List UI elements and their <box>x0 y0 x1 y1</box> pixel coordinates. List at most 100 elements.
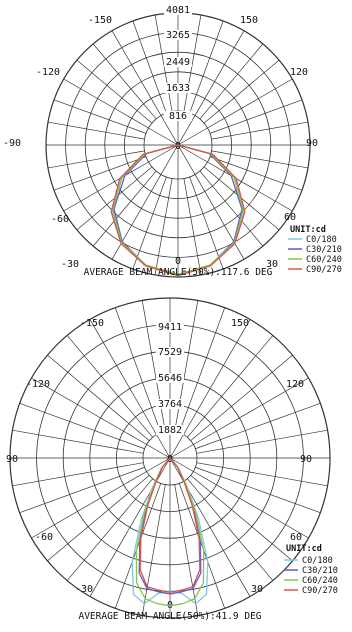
radial-tick-label: 3764 <box>158 399 182 410</box>
grid-spoke <box>154 178 173 276</box>
angle-tick-label: -120 <box>36 67 60 78</box>
grid-spoke <box>63 161 149 212</box>
grid-spoke <box>111 174 162 260</box>
series-curve <box>139 457 201 593</box>
grid-spoke-inner <box>169 434 184 459</box>
angle-tick-label: 60 <box>290 532 302 543</box>
grid-spoke-inner <box>160 115 179 146</box>
grid-spoke <box>193 377 309 445</box>
center-zero-label: 0 <box>167 454 173 465</box>
angle-tick-label: 120 <box>286 379 304 390</box>
legend-label: C90/270 <box>306 265 342 275</box>
grid-spoke <box>63 78 149 129</box>
grid-spoke <box>209 156 303 191</box>
legend-label: C0/180 <box>302 556 333 566</box>
grid-spoke-inner <box>177 115 196 146</box>
grid-spoke <box>12 429 144 454</box>
grid-spoke <box>111 30 162 116</box>
grid-spoke <box>194 30 245 116</box>
radial-tick-bg <box>164 57 192 67</box>
angle-tick-label: 90 <box>306 138 318 149</box>
angle-tick-label: 0 <box>175 256 181 267</box>
radial-tick-bg <box>156 322 184 332</box>
grid-spoke <box>31 377 147 445</box>
grid-spoke <box>183 481 251 597</box>
grid-spoke <box>211 121 309 140</box>
angle-tick-label: 90 <box>6 454 18 465</box>
grid-spoke <box>187 478 274 581</box>
angle-tick-label: -120 <box>26 379 50 390</box>
radial-tick-bg <box>156 425 184 435</box>
grid-spoke <box>114 307 162 433</box>
grid-spoke <box>196 462 328 487</box>
grid-spoke <box>174 484 199 616</box>
legend-label: C60/240 <box>306 255 342 265</box>
grid-spoke <box>183 178 202 276</box>
radial-tick-bg <box>156 373 184 383</box>
grid-spoke <box>12 462 144 487</box>
grid-spoke-inner <box>156 457 171 482</box>
angle-tick-label: -150 <box>80 318 104 329</box>
grid-spoke <box>53 99 147 134</box>
grid-spoke <box>19 402 145 450</box>
angle-tick-label: 90 <box>300 454 312 465</box>
grid-spoke <box>19 466 145 514</box>
radial-tick-bg <box>164 30 192 40</box>
angle-tick-label: -30 <box>75 584 93 595</box>
legend-label: C0/180 <box>306 235 337 245</box>
grid-spoke <box>92 43 157 120</box>
grid-spoke <box>187 335 274 438</box>
grid-spoke <box>190 354 293 441</box>
unit-label: UNIT:cd <box>286 544 322 554</box>
grid-spoke-inner <box>146 444 171 459</box>
grid-ring <box>84 51 272 239</box>
grid-spoke <box>189 20 224 114</box>
grid-spoke <box>189 176 224 270</box>
radial-tick-bg <box>164 5 192 15</box>
series-curve <box>131 457 209 605</box>
angle-tick-label: 30 <box>251 584 263 595</box>
center-zero-label: 0 <box>175 141 181 152</box>
angle-tick-label: 120 <box>290 67 308 78</box>
grid-spoke <box>47 475 150 562</box>
grid-spoke <box>178 307 226 433</box>
grid-spoke <box>190 475 293 562</box>
radial-tick-bg <box>156 399 184 409</box>
legend-label: C30/210 <box>302 566 338 576</box>
radial-tick-label: 7529 <box>158 347 182 358</box>
grid-spoke <box>174 300 199 432</box>
radial-tick-bg <box>156 347 184 357</box>
radial-tick-label: 1633 <box>166 83 190 94</box>
grid-spoke <box>132 20 167 114</box>
grid-spoke <box>207 161 293 212</box>
grid-spoke <box>178 483 226 609</box>
grid-spoke-inner <box>169 457 184 482</box>
grid-spoke <box>194 174 245 260</box>
angle-tick-label: 150 <box>231 318 249 329</box>
grid-spoke <box>207 78 293 129</box>
radial-tick-label: 4081 <box>166 5 190 16</box>
grid-spoke <box>193 471 309 539</box>
grid-spoke-inner <box>169 457 194 472</box>
grid-spoke <box>31 471 147 539</box>
radial-tick-label: 2449 <box>166 57 190 68</box>
grid-spoke <box>47 354 150 441</box>
beam-angle-footer: AVERAGE BEAM ANGLE(50%):41.9 DEG <box>78 611 261 622</box>
grid-spoke <box>141 300 166 432</box>
angle-tick-label: 60 <box>284 212 296 223</box>
series-curve <box>110 144 246 277</box>
polar-chart-1: 816 1633 2449 3265 4081 -150 150 -120 120 -90 90 -6… <box>3 5 342 278</box>
grid-spoke-inner <box>156 434 171 459</box>
radial-tick-label: 5646 <box>158 373 182 384</box>
grid-spoke <box>114 483 162 609</box>
legend-label: C30/210 <box>306 245 342 255</box>
angle-tick-label: -30 <box>61 259 79 270</box>
grid-spoke-inner <box>177 127 208 146</box>
grid-spoke <box>211 150 309 169</box>
radial-tick-bg <box>164 111 192 121</box>
grid-spoke-inner <box>169 444 194 459</box>
grid-spoke <box>195 466 321 514</box>
grid-spoke <box>66 478 153 581</box>
series-curve <box>135 457 205 607</box>
grid-spoke <box>47 121 145 140</box>
